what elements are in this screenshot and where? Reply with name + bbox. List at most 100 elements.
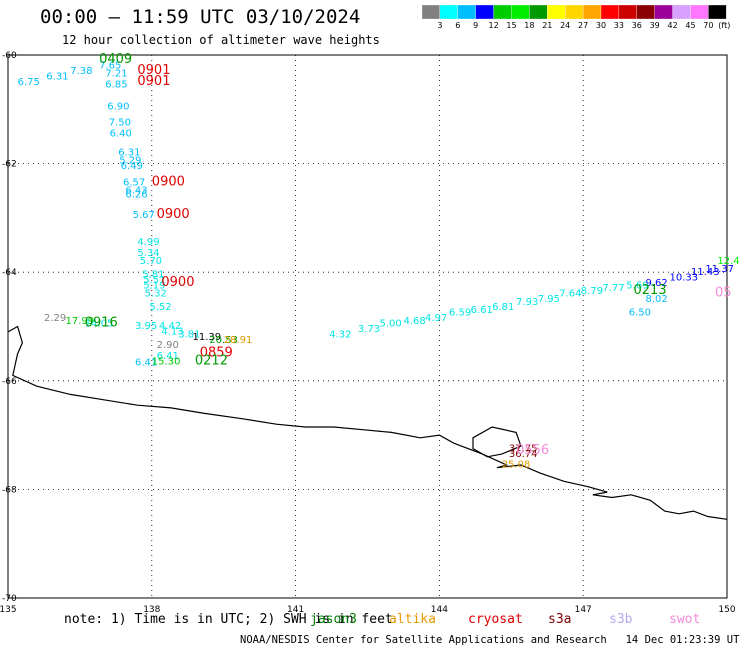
lon-tick-label: 141 [287, 605, 304, 615]
colorbar-label: 9 [473, 21, 478, 30]
colorbar-label: 30 [596, 21, 606, 30]
colorbar-label: 6 [455, 21, 460, 30]
pass-time-label: 0556 [516, 443, 549, 458]
wave-height-value: 7.93 [516, 297, 538, 308]
pass-time-label: 0900 [152, 174, 185, 189]
wave-height-value: 3.81 [178, 329, 200, 340]
wave-height-value: 10.33 [670, 272, 699, 283]
wave-height-value: 5.81 [142, 270, 164, 281]
colorbar-label: 12 [489, 21, 499, 30]
colorbar-swatch [529, 4, 548, 20]
lat-tick-label: -66 [2, 377, 17, 387]
wave-height-value: 15.30 [152, 357, 181, 368]
wave-height-value: 6.41 [157, 351, 179, 362]
colorbar-swatch [421, 4, 441, 20]
lon-tick-label: 150 [718, 605, 735, 615]
satellite-label-swot: swot [669, 612, 701, 627]
wave-height-value: 5.51 [143, 275, 165, 286]
wave-height-value: 36.74 [509, 449, 538, 460]
wave-height-value: 6.50 [629, 308, 651, 319]
wave-height-value: 5.19 [143, 281, 165, 292]
colorbar-swatch [565, 4, 584, 20]
colorbar-label: 21 [542, 21, 552, 30]
colorbar-swatch [475, 4, 494, 20]
pass-time-label: 0212 [195, 354, 228, 369]
wave-height-value: 6.31 [46, 71, 68, 82]
colorbar-label: 45 [685, 21, 695, 30]
colorbar-swatch [600, 4, 620, 20]
satellite-label-jason3: jason3 [310, 612, 357, 627]
colorbar-label: 39 [650, 21, 660, 30]
pass-time-label: 05 [715, 286, 732, 301]
wave-height-value: 4.97 [425, 313, 447, 324]
wave-height-value: 9.62 [646, 278, 668, 289]
lat-tick-label: -60 [2, 51, 17, 61]
lon-tick-label: 135 [0, 605, 17, 615]
wave-height-value: 7.64 [559, 289, 581, 300]
colorbar-swatch [547, 4, 566, 20]
pass-time-label: 0901 [137, 63, 170, 78]
wave-height-value: 17.99 [66, 316, 95, 327]
wave-height-value: 7.21 [105, 69, 127, 80]
satellite-label-s3b: s3b [609, 612, 633, 627]
wave-height-value: 5.69 [626, 281, 648, 292]
pass-time-label: 0901 [137, 74, 170, 89]
wave-height-value: 11.37 [705, 264, 734, 275]
colorbar-label: 70 [703, 21, 713, 30]
pass-time-label: 0916 [85, 316, 118, 331]
colorbar-swatch [511, 4, 530, 20]
wave-height-value: 3.73 [358, 324, 380, 335]
lat-tick-label: -62 [2, 160, 17, 170]
wave-height-value: 7.65 [99, 61, 121, 72]
wave-height-value: 6.49 [121, 161, 143, 172]
colorbar-label: 3 [437, 21, 442, 30]
wave-height-value: 28.91 [224, 335, 253, 346]
colorbar-swatch [636, 4, 655, 20]
lon-tick-label: 138 [143, 605, 160, 615]
wave-height-value: 11.43 [691, 267, 720, 278]
wave-height-value: 7.38 [70, 66, 92, 77]
note-text: note: 1) Time is in UTC; 2) SWH is in fe… [64, 612, 393, 627]
wave-height-value: 5.52 [149, 302, 171, 313]
wave-height-value: 12.4 [717, 256, 739, 267]
credit-text: NOAA/NESDIS Center for Satellite Applica… [240, 634, 740, 646]
wave-height-value: 4.32 [329, 329, 351, 340]
wave-height-value: 6.40 [110, 128, 132, 139]
wave-observations: 6.75 6.31 7.38 7.657.216.856.907.506.406.31… [18, 61, 740, 471]
wave-height-value: 5.00 [380, 319, 402, 330]
wave-height-value: 6.61 [471, 305, 493, 316]
satellite-label-s3a: s3a [548, 612, 572, 627]
axis-ticks: 135 138 141 144 147 150 -60 -62 -64 -66 -68 -70 [0, 51, 736, 615]
wave-height-value: 5.34 [137, 248, 159, 259]
wave-height-value: 6.41 [135, 358, 157, 369]
wave-height-value: 4.42 [159, 321, 181, 332]
lon-tick-label: 147 [575, 605, 592, 615]
wave-height-value: 6.81 [492, 302, 514, 313]
satellite-label-altika: altika [389, 612, 436, 627]
lat-tick-label: -68 [2, 485, 17, 495]
wave-height-value: 6.85 [105, 80, 127, 91]
wave-height-value: 14.05 [85, 319, 114, 330]
wave-height-value: 6.59 [449, 308, 471, 319]
wave-height-value: 4.13 [161, 327, 183, 338]
satellite-label-cryosat: cryosat [468, 612, 523, 627]
map-frame [7, 54, 728, 599]
wave-height-value: 11.39 [193, 332, 222, 343]
wave-height-value: 8.79 [581, 286, 603, 297]
map-subtitle: 12 hour collection of altimeter wave hei… [62, 33, 380, 47]
coastline [7, 325, 728, 520]
wave-height-value: 7.50 [109, 118, 131, 129]
colorbar-label: 27 [578, 21, 588, 30]
map-border [7, 54, 728, 599]
pass-time-label: 0859 [200, 345, 233, 360]
colorbar-swatch [457, 4, 476, 20]
wave-height-value: 4.99 [137, 237, 159, 248]
pass-time-label: 0409 [99, 52, 132, 67]
lat-tick-label: -64 [2, 268, 17, 278]
peninsula-path [472, 426, 522, 458]
wave-height-value: 5.29 [119, 156, 141, 167]
pass-time-label: 0900 [161, 275, 194, 290]
colorbar-unit: (ft) [718, 21, 730, 30]
